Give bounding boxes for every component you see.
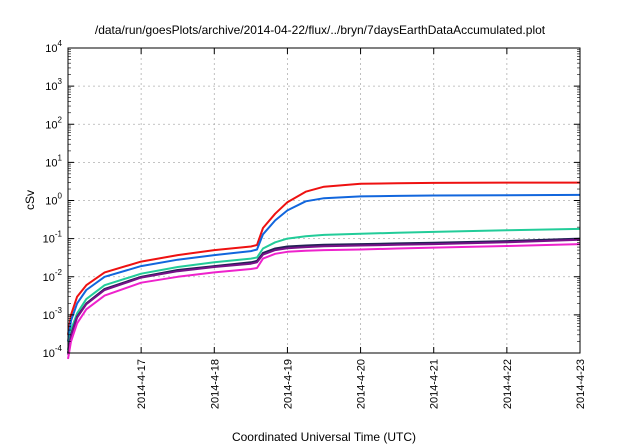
y-tick-exponent: 0 bbox=[58, 192, 63, 201]
y-tick-label: 103 bbox=[45, 77, 62, 93]
y-tick-exponent: -1 bbox=[55, 230, 63, 239]
y-tick-label: 10-2 bbox=[43, 268, 63, 284]
y-tick-base: 10 bbox=[43, 234, 55, 246]
x-tick-label: 2014-4-20 bbox=[356, 359, 368, 409]
y-tick-label: 102 bbox=[45, 115, 62, 131]
series-line-6 bbox=[67, 243, 581, 360]
y-tick-base: 10 bbox=[43, 310, 55, 322]
y-tick-label: 104 bbox=[45, 39, 62, 55]
y-tick-label: 101 bbox=[45, 153, 62, 169]
x-tick-label: 2014-4-18 bbox=[209, 359, 221, 409]
x-tick-label: 2014-4-17 bbox=[136, 359, 148, 409]
y-tick-exponent: -4 bbox=[55, 344, 63, 353]
chart-title: /data/run/goesPlots/archive/2014-04-22/f… bbox=[95, 23, 546, 37]
y-tick-base: 10 bbox=[45, 119, 57, 131]
x-tick-label: 2014-4-22 bbox=[502, 359, 514, 409]
series-line-5 bbox=[67, 238, 581, 355]
y-tick-base: 10 bbox=[43, 272, 55, 284]
y-tick-exponent: -2 bbox=[55, 268, 63, 277]
y-axis-label: cSv bbox=[23, 190, 37, 210]
y-tick-label: 10-4 bbox=[43, 344, 63, 360]
y-tick-base: 10 bbox=[43, 348, 55, 360]
x-tick-label: 2014-4-21 bbox=[429, 359, 441, 409]
y-tick-exponent: 2 bbox=[58, 115, 63, 124]
y-tick-exponent: -3 bbox=[55, 306, 63, 315]
y-tick-label: 10-1 bbox=[43, 230, 63, 246]
y-tick-exponent: 1 bbox=[58, 153, 63, 162]
series-line-3 bbox=[67, 227, 581, 351]
x-tick-label: 2014-4-23 bbox=[575, 359, 587, 409]
x-axis-ticks: 2014-4-17 2014-4-18 2014-4-19 2014-4-20 2014… bbox=[136, 48, 587, 409]
y-tick-base: 10 bbox=[45, 81, 57, 93]
y-tick-base: 10 bbox=[45, 196, 57, 208]
x-tick-label: 2014-4-19 bbox=[282, 359, 294, 409]
y-tick-base: 10 bbox=[45, 157, 57, 169]
y-tick-exponent: 4 bbox=[58, 39, 63, 48]
x-axis-label: Coordinated Universal Time (UTC) bbox=[232, 430, 416, 444]
series-line-1 bbox=[67, 181, 580, 335]
series-line-2 bbox=[67, 193, 581, 342]
series-group bbox=[67, 181, 581, 360]
y-tick-label: 10-3 bbox=[43, 306, 63, 322]
y-tick-exponent: 3 bbox=[58, 77, 63, 86]
y-tick-label: 100 bbox=[45, 192, 62, 208]
grid bbox=[68, 48, 580, 353]
y-tick-base: 10 bbox=[45, 43, 57, 55]
series-line-4 bbox=[67, 237, 581, 354]
